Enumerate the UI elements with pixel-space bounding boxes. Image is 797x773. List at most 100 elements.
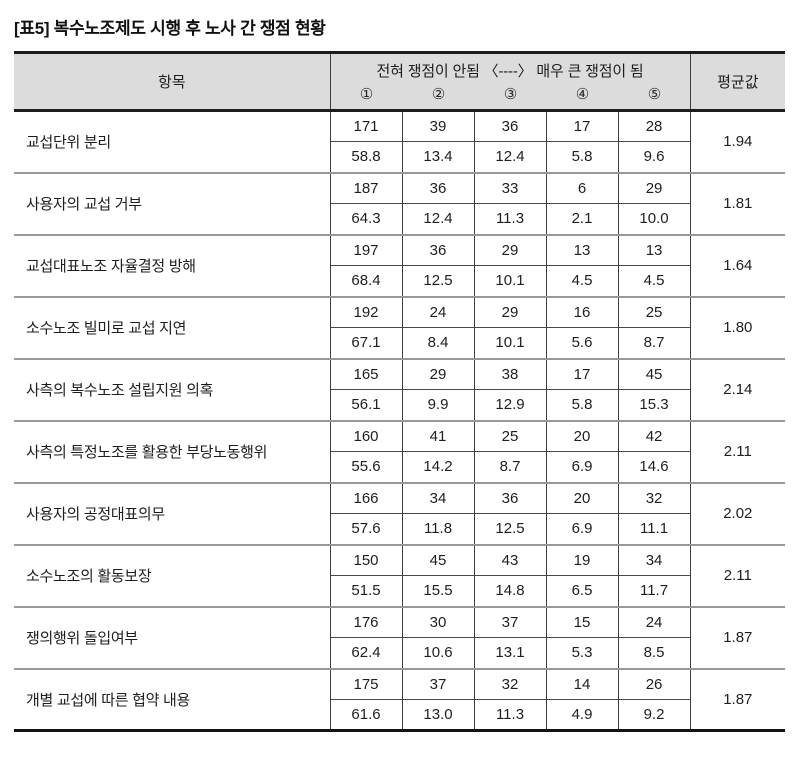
scale-point-3: ③: [503, 85, 518, 103]
count-cell: 43: [473, 543, 546, 576]
percent-cell: 4.9: [545, 699, 618, 731]
mean-value: 2.14: [689, 357, 786, 421]
count-cell: 25: [617, 295, 691, 328]
percent-cell: 9.6: [617, 141, 691, 173]
percent-cell: 67.1: [329, 327, 402, 359]
percent-cell: 56.1: [329, 389, 402, 421]
mean-value: 1.81: [689, 171, 786, 235]
count-cell: 20: [545, 481, 618, 514]
count-cell: 24: [617, 605, 691, 638]
percent-cell: 12.5: [473, 513, 546, 545]
count-cell: 165: [329, 357, 402, 390]
item-label: 사측의 특정노조를 활용한 부당노동행위: [14, 419, 330, 483]
count-cell: 187: [329, 171, 402, 204]
table-row-frequency: 사용자의 공정대표의무 166 34 36 20 32 2.02: [14, 481, 786, 545]
percent-cell: 9.9: [401, 389, 474, 421]
percent-cell: 6.5: [545, 575, 618, 607]
count-cell: 15: [545, 605, 618, 638]
table-header: 항목 전혀 쟁점이 안됨 〈----〉 매우 큰 쟁점이 됨 ① ② ③ ④ ⑤…: [14, 52, 786, 112]
percent-cell: 62.4: [329, 637, 402, 669]
count-cell: 26: [617, 667, 691, 700]
percent-cell: 5.8: [545, 389, 618, 421]
count-cell: 37: [473, 605, 546, 638]
mean-value: 1.87: [689, 605, 786, 669]
mean-value: 2.02: [689, 481, 786, 545]
count-cell: 6: [545, 171, 618, 204]
count-cell: 197: [329, 233, 402, 266]
count-cell: 34: [401, 481, 474, 514]
table-row-frequency: 소수노조 빌미로 교섭 지연 192 24 29 16 25 1.80: [14, 295, 786, 359]
count-cell: 29: [473, 233, 546, 266]
table-row-frequency: 소수노조의 활동보장 150 45 43 19 34 2.11: [14, 543, 786, 607]
percent-cell: 6.9: [545, 513, 618, 545]
table-row-percent: 56.1 9.9 12.9 5.8 15.3: [14, 389, 785, 421]
count-cell: 171: [329, 110, 402, 142]
percent-cell: 12.4: [473, 141, 546, 173]
percent-cell: 68.4: [329, 265, 402, 297]
table-row-frequency: 사용자의 교섭 거부 187 36 33 6 29 1.81: [14, 171, 786, 235]
percent-cell: 11.1: [617, 513, 691, 545]
mean-value: 1.64: [689, 233, 786, 297]
table-row-frequency: 개별 교섭에 따른 협약 내용 175 37 32 14 26 1.87: [14, 667, 786, 731]
item-label: 교섭단위 분리: [26, 134, 111, 152]
percent-cell: 14.8: [473, 575, 546, 607]
count-cell: 19: [545, 543, 618, 576]
table-row-frequency: 교섭단위 분리 171 39 36 17 28 1.94: [14, 110, 786, 173]
percent-cell: 5.3: [545, 637, 618, 669]
scale-point-1: ①: [359, 85, 374, 103]
percent-cell: 51.5: [329, 575, 402, 607]
count-cell: 13: [545, 233, 618, 266]
percent-cell: 12.5: [401, 265, 474, 297]
count-cell: 192: [329, 295, 402, 328]
count-cell: 34: [617, 543, 691, 576]
percent-cell: 14.2: [401, 451, 474, 483]
count-cell: 166: [329, 481, 402, 514]
table-row-frequency: 쟁의행위 돌입여부 176 30 37 15 24 1.87: [14, 605, 786, 669]
table-row-percent: 62.4 10.6 13.1 5.3 8.5: [14, 637, 785, 669]
count-cell: 39: [401, 110, 474, 142]
percent-cell: 61.6: [329, 699, 402, 731]
table-row-percent: 57.6 11.8 12.5 6.9 11.1: [14, 513, 785, 545]
percent-cell: 2.1: [545, 203, 618, 235]
table-row-percent: 64.3 12.4 11.3 2.1 10.0: [14, 203, 785, 235]
percent-cell: 12.4: [401, 203, 474, 235]
count-cell: 17: [545, 110, 618, 142]
percent-cell: 55.6: [329, 451, 402, 483]
percent-cell: 11.3: [473, 203, 546, 235]
count-cell: 36: [473, 110, 546, 142]
percent-cell: 8.4: [401, 327, 474, 359]
scale-point-2: ②: [431, 85, 446, 103]
count-cell: 150: [329, 543, 402, 576]
column-header-average: 평균값: [690, 52, 786, 112]
percent-cell: 13.4: [401, 141, 474, 173]
percent-cell: 11.7: [617, 575, 691, 607]
percent-cell: 8.7: [617, 327, 691, 359]
table-row-percent: 55.6 14.2 8.7 6.9 14.6: [14, 451, 785, 483]
count-cell: 24: [401, 295, 474, 328]
mean-value: 1.87: [689, 667, 786, 731]
item-label: 사용자의 공정대표의무: [14, 481, 330, 545]
item-label: 사용자의 교섭 거부: [14, 171, 330, 235]
count-cell: 45: [617, 357, 691, 390]
count-cell: 20: [545, 419, 618, 452]
scale-points-row: ① ② ③ ④ ⑤: [331, 84, 690, 106]
count-cell: 160: [329, 419, 402, 452]
percent-cell: 14.6: [617, 451, 691, 483]
count-cell: 42: [617, 419, 691, 452]
percent-cell: 10.6: [401, 637, 474, 669]
count-cell: 33: [473, 171, 546, 204]
percent-cell: 13.0: [401, 699, 474, 731]
percent-cell: 11.8: [401, 513, 474, 545]
count-cell: 36: [401, 171, 474, 204]
table-title: [표5] 복수노조제도 시행 후 노사 간 쟁점 현황: [14, 19, 326, 38]
percent-cell: 8.7: [473, 451, 546, 483]
count-cell: 36: [473, 481, 546, 514]
percent-cell: 64.3: [329, 203, 402, 235]
count-cell: 37: [401, 667, 474, 700]
mean-value: 2.11: [689, 543, 786, 607]
table-row-frequency: 교섭대표노조 자율결정 방해 197 36 29 13 13 1.64: [14, 233, 786, 297]
percent-cell: 12.9: [473, 389, 546, 421]
count-cell: 30: [401, 605, 474, 638]
count-cell: 16: [545, 295, 618, 328]
